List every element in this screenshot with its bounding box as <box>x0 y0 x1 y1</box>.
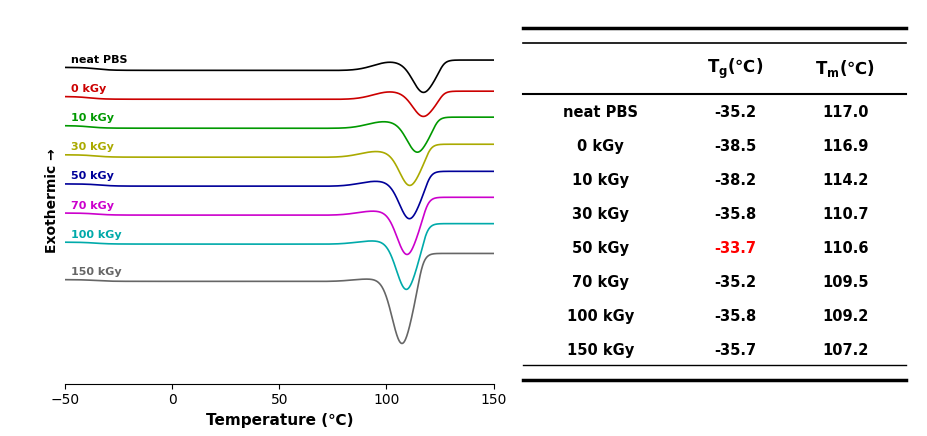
Text: $\mathbf{T_m}$(℃): $\mathbf{T_m}$(℃) <box>814 58 874 79</box>
Text: 10 kGy: 10 kGy <box>71 113 114 123</box>
Text: -35.8: -35.8 <box>713 207 756 222</box>
Text: -33.7: -33.7 <box>713 241 756 256</box>
Text: 0 kGy: 0 kGy <box>577 140 623 154</box>
Text: 114.2: 114.2 <box>821 173 868 188</box>
Text: -35.8: -35.8 <box>713 309 756 324</box>
Text: 0 kGy: 0 kGy <box>71 84 107 94</box>
Text: 30 kGy: 30 kGy <box>571 207 628 222</box>
Text: 150 kGy: 150 kGy <box>566 343 633 358</box>
Text: -35.7: -35.7 <box>713 343 756 358</box>
Y-axis label: Exothermic →: Exothermic → <box>45 148 59 253</box>
Text: 70 kGy: 70 kGy <box>71 201 114 211</box>
Text: 50 kGy: 50 kGy <box>71 171 114 181</box>
Text: 150 kGy: 150 kGy <box>71 267 121 277</box>
Text: 50 kGy: 50 kGy <box>571 241 629 256</box>
Text: -35.2: -35.2 <box>713 275 756 290</box>
Text: 70 kGy: 70 kGy <box>571 275 628 290</box>
Text: 100 kGy: 100 kGy <box>566 309 633 324</box>
Text: 100 kGy: 100 kGy <box>71 230 121 240</box>
Text: -38.5: -38.5 <box>713 140 756 154</box>
Text: -38.2: -38.2 <box>713 173 756 188</box>
Text: 109.5: 109.5 <box>821 275 868 290</box>
Text: $\mathbf{T_g}$(℃): $\mathbf{T_g}$(℃) <box>706 57 762 81</box>
Text: 117.0: 117.0 <box>821 106 868 120</box>
Text: 116.9: 116.9 <box>821 140 868 154</box>
Text: 107.2: 107.2 <box>821 343 868 358</box>
Text: 30 kGy: 30 kGy <box>71 142 114 152</box>
Text: 10 kGy: 10 kGy <box>571 173 629 188</box>
X-axis label: Temperature (℃): Temperature (℃) <box>206 413 352 428</box>
Text: 109.2: 109.2 <box>821 309 868 324</box>
Text: -35.2: -35.2 <box>713 106 756 120</box>
Text: 110.6: 110.6 <box>821 241 868 256</box>
Text: 110.7: 110.7 <box>821 207 868 222</box>
Text: neat PBS: neat PBS <box>562 106 637 120</box>
Text: neat PBS: neat PBS <box>71 55 128 65</box>
